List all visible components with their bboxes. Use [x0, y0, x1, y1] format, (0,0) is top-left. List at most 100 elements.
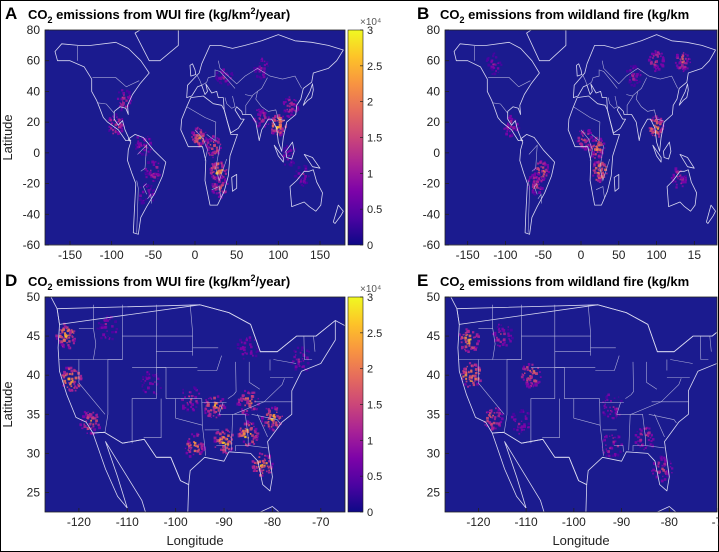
emission-cell	[467, 350, 470, 353]
emission-cell	[68, 340, 71, 343]
emission-cell	[467, 339, 470, 341]
emission-cell	[210, 173, 213, 176]
emission-cell	[236, 402, 240, 406]
emission-cell	[670, 462, 672, 465]
emission-cell	[599, 138, 602, 140]
emission-cell	[141, 190, 145, 194]
emission-cell	[495, 407, 497, 410]
coastline	[92, 431, 190, 512]
emission-cell	[74, 389, 77, 392]
emission-cell	[227, 74, 229, 77]
emission-cell	[120, 129, 124, 133]
emission-cell	[182, 391, 184, 393]
emission-cell	[492, 55, 495, 58]
y-tick-label: 40	[27, 368, 41, 382]
emission-cell	[206, 143, 208, 146]
emission-cell	[116, 118, 119, 120]
emission-cell	[523, 367, 527, 371]
border-line	[628, 414, 646, 451]
emission-cell	[62, 338, 66, 342]
emission-cell	[281, 117, 284, 120]
emission-cell	[522, 365, 526, 368]
emission-cell	[476, 371, 478, 374]
emission-cell	[115, 327, 119, 331]
emission-cell	[215, 71, 219, 74]
emission-cell	[535, 184, 539, 187]
emission-cell	[603, 142, 606, 145]
border-line	[248, 445, 268, 449]
emission-cell	[258, 110, 261, 113]
emission-cell	[229, 449, 232, 452]
emission-cell	[248, 414, 250, 416]
emission-cell	[148, 191, 150, 194]
emission-cell	[538, 173, 541, 176]
emission-cell	[649, 443, 652, 446]
emission-cell	[259, 68, 262, 71]
emission-cell	[493, 72, 496, 75]
emission-cell	[210, 139, 213, 142]
emission-cell	[118, 120, 120, 123]
emission-cell	[221, 438, 224, 441]
emission-cell	[227, 434, 230, 437]
plot-area	[445, 297, 717, 512]
emission-cell	[595, 178, 598, 181]
emission-cell	[512, 412, 515, 416]
border-line	[255, 91, 286, 121]
emission-cell	[489, 415, 491, 417]
y-tick-label: 30	[27, 446, 41, 460]
emission-cell	[507, 328, 510, 331]
emission-cell	[219, 143, 222, 145]
emission-cell	[222, 448, 226, 451]
emission-cell	[461, 345, 464, 349]
colorbar-tick-label: 2.5	[367, 328, 382, 340]
emission-cell	[243, 341, 247, 345]
emission-cell	[614, 440, 617, 443]
emission-cell	[125, 105, 128, 108]
emission-cell	[279, 131, 282, 135]
emission-cell	[218, 170, 221, 173]
emission-cell	[267, 65, 269, 67]
emission-cell	[658, 53, 661, 55]
emission-cell	[492, 63, 494, 66]
emission-cell	[246, 409, 249, 412]
emission-cell	[547, 170, 550, 174]
emission-cell	[672, 173, 675, 177]
emission-cell	[215, 432, 218, 435]
emission-cell	[189, 444, 192, 447]
emission-cell	[288, 105, 291, 108]
emission-cell	[597, 141, 601, 144]
emission-cell	[243, 410, 246, 413]
emission-cell	[607, 452, 610, 455]
emission-cell	[465, 377, 467, 379]
emission-cell	[685, 62, 688, 65]
emission-cell	[663, 462, 667, 466]
emission-cell	[195, 138, 199, 142]
emission-cell	[517, 126, 521, 130]
emission-cell	[606, 450, 608, 452]
emission-cell	[263, 116, 267, 120]
emission-cell	[69, 334, 71, 337]
y-tick-label: 35	[427, 407, 441, 421]
colorbar-multiplier: ×10⁴	[360, 284, 381, 295]
emission-cell	[670, 177, 673, 179]
emission-cell	[546, 165, 549, 169]
emission-cell	[591, 154, 594, 158]
emission-cell	[65, 337, 68, 340]
emission-cell	[606, 398, 609, 401]
emission-cell	[244, 398, 247, 401]
y-tick-label: 40	[427, 84, 441, 98]
emission-cell	[527, 412, 530, 415]
emission-cell	[283, 103, 285, 106]
emission-cell	[253, 435, 257, 439]
emission-cell	[282, 115, 284, 118]
emission-cell	[675, 56, 677, 58]
emission-cell	[632, 72, 635, 75]
emission-cell	[510, 415, 514, 419]
emission-cell	[123, 94, 125, 96]
emission-cell	[148, 373, 151, 376]
emission-cell	[267, 420, 270, 423]
border-line	[599, 398, 604, 456]
emission-cell	[597, 161, 600, 164]
emission-cell	[214, 176, 217, 179]
y-tick-label: 25	[427, 485, 441, 499]
